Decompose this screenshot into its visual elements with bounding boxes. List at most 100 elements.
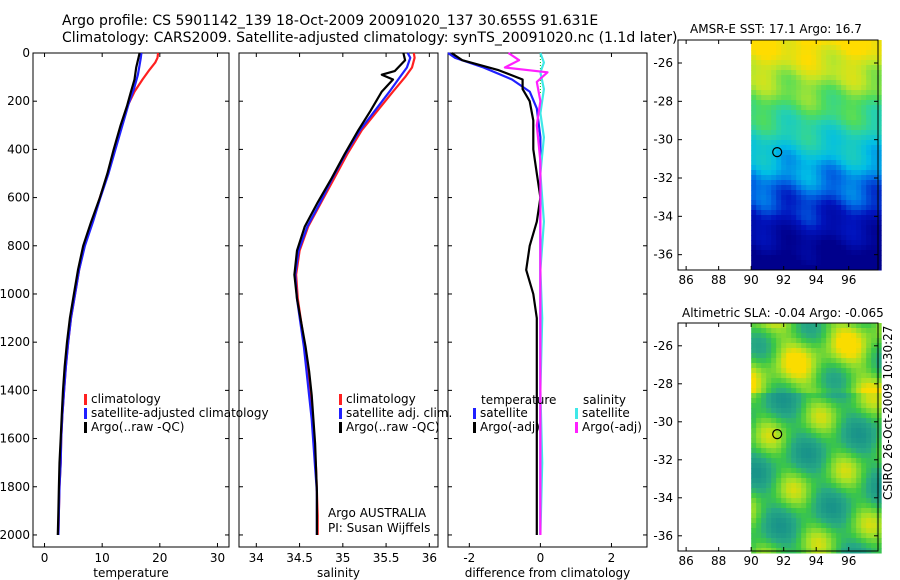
map-cell (761, 150, 767, 156)
map-y-tick-label: -36 (653, 529, 673, 543)
map-cell (821, 175, 827, 181)
map-cell (766, 478, 772, 484)
map-cell (861, 413, 867, 419)
map-cell (761, 398, 767, 404)
map-cell (801, 100, 807, 106)
map-cell (866, 518, 872, 524)
map-cell (826, 75, 832, 81)
map-cell (816, 165, 822, 171)
map-cell (751, 508, 757, 514)
map-cell (771, 373, 777, 379)
argo-position-marker (772, 429, 783, 440)
map-cell (771, 170, 777, 176)
map-cell (856, 135, 862, 141)
map-cell (851, 170, 857, 176)
map-cell (871, 210, 877, 216)
map-cell (796, 353, 802, 359)
map-cell (806, 235, 812, 241)
map-cell (776, 230, 782, 236)
map-cell (781, 418, 787, 424)
map-cell (791, 120, 797, 126)
map-cell (786, 428, 792, 434)
map-cell (806, 423, 812, 429)
map-cell (811, 473, 817, 479)
map-cell (836, 165, 842, 171)
map-cell (761, 220, 767, 226)
map-cell (751, 333, 757, 339)
map-cell (836, 230, 842, 236)
map-cell (866, 473, 872, 479)
map-cell (791, 438, 797, 444)
map-cell (801, 473, 807, 479)
map-cell (801, 215, 807, 221)
map-cell (766, 230, 772, 236)
map-cell (796, 388, 802, 394)
map-cell (861, 85, 867, 91)
sst-map-title: AMSR-E SST: 17.1 Argo: 16.7 (690, 22, 862, 36)
map-cell (811, 80, 817, 86)
map-cell (756, 468, 762, 474)
difference-legend-salinity-swatch (575, 422, 578, 433)
map-cell (841, 513, 847, 519)
map-cell (871, 493, 877, 499)
map-cell (796, 408, 802, 414)
map-cell (771, 448, 777, 454)
map-cell (771, 503, 777, 509)
map-cell (846, 215, 852, 221)
map-cell (796, 448, 802, 454)
map-cell (831, 508, 837, 514)
map-cell (841, 408, 847, 414)
map-cell (831, 423, 837, 429)
map-cell (866, 260, 872, 266)
map-cell (821, 408, 827, 414)
map-cell (846, 145, 852, 151)
map-cell (796, 190, 802, 196)
map-cell (791, 65, 797, 71)
map-cell (836, 145, 842, 151)
difference-legend-temperature-label: Argo(-adj) (480, 420, 540, 434)
map-cell (876, 80, 882, 86)
map-cell (816, 245, 822, 251)
map-cell (836, 523, 842, 529)
map-cell (816, 528, 822, 534)
map-cell (781, 180, 787, 186)
map-cell (796, 323, 802, 329)
map-cell (751, 418, 757, 424)
map-cell (806, 175, 812, 181)
map-x-tick-label: 92 (776, 554, 791, 568)
map-cell (786, 353, 792, 359)
map-cell (871, 230, 877, 236)
map-cell (786, 145, 792, 151)
map-cell (836, 240, 842, 246)
map-cell (796, 433, 802, 439)
map-cell (866, 363, 872, 369)
map-cell (776, 378, 782, 384)
map-cell (856, 513, 862, 519)
map-cell (821, 423, 827, 429)
map-cell (781, 483, 787, 489)
map-cell (801, 343, 807, 349)
map-cell (806, 155, 812, 161)
map-cell (781, 205, 787, 211)
y-tick-label: 1400 (0, 383, 30, 397)
map-cell (866, 428, 872, 434)
map-cell (811, 533, 817, 539)
map-cell (811, 210, 817, 216)
map-cell (846, 393, 852, 399)
map-cell (821, 483, 827, 489)
map-cell (816, 145, 822, 151)
map-cell (856, 40, 862, 46)
map-cell (756, 230, 762, 236)
map-cell (831, 240, 837, 246)
map-cell (836, 135, 842, 141)
map-cell (761, 130, 767, 136)
map-cell (786, 508, 792, 514)
map-cell (831, 463, 837, 469)
map-cell (761, 100, 767, 106)
map-cell (791, 255, 797, 261)
map-cell (806, 255, 812, 261)
map-cell (796, 473, 802, 479)
map-cell (846, 368, 852, 374)
map-cell (801, 538, 807, 544)
map-cell (841, 533, 847, 539)
